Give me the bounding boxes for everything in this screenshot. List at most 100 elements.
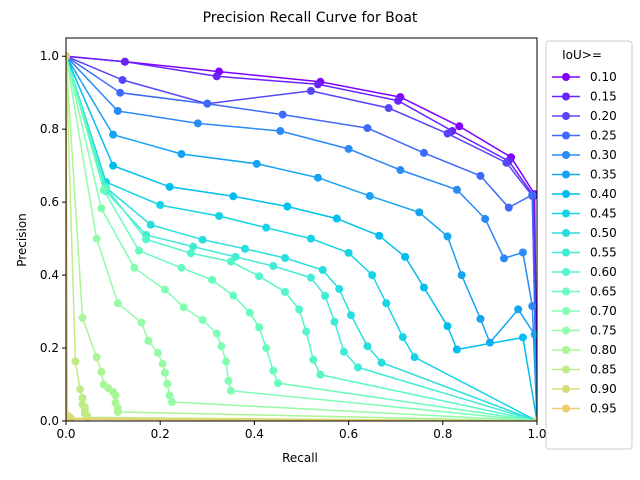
series-point-0.85: [83, 413, 92, 421]
legend-label-0.80: 0.80: [590, 343, 617, 357]
legend-marker-0.15: [562, 92, 570, 101]
series-point-0.35: [365, 191, 374, 200]
series-point-0.15: [394, 96, 403, 105]
series-point-0.70: [198, 315, 207, 324]
series-point-0.25: [476, 171, 485, 180]
series-point-0.75: [153, 348, 162, 357]
series-point-0.25: [278, 110, 287, 119]
legend-label-0.40: 0.40: [590, 187, 617, 201]
series-point-0.45: [398, 333, 407, 342]
series-point-0.50: [318, 265, 327, 274]
series-line-0.90: [66, 56, 537, 421]
legend-label-0.65: 0.65: [590, 285, 617, 299]
series-point-0.25: [363, 124, 372, 133]
series-point-0.45: [156, 201, 165, 210]
series-point-0.45: [368, 271, 377, 280]
series-line-0.35: [66, 55, 537, 421]
legend-marker-0.80: [562, 346, 570, 354]
series-point-0.55: [269, 261, 278, 270]
series-point-0.75: [113, 299, 122, 308]
series-point-0.45: [382, 299, 391, 308]
series-point-0.65: [245, 308, 254, 317]
plot-frame: [65, 37, 538, 422]
legend-label-0.70: 0.70: [590, 304, 617, 318]
series-line-0.30: [66, 55, 537, 421]
series-point-0.35: [109, 130, 118, 139]
series-point-0.30: [481, 214, 490, 223]
series-point-0.70: [179, 303, 188, 312]
series-point-0.25: [528, 190, 537, 199]
series-point-0.75: [167, 398, 176, 407]
series-point-0.80: [113, 407, 122, 416]
series-point-0.55: [306, 273, 315, 282]
legend-label-0.90: 0.90: [590, 382, 617, 396]
series-point-0.50: [363, 342, 372, 351]
legend-frame: [545, 40, 633, 450]
legend-label-0.25: 0.25: [590, 129, 617, 143]
series-point-0.55: [339, 347, 348, 356]
series-point-0.15: [120, 57, 129, 66]
series-point-0.75: [158, 359, 167, 368]
legend-marker-0.40: [562, 190, 570, 198]
series-line-0.95: [66, 56, 537, 421]
series-point-0.80: [78, 313, 87, 322]
series-point-0.65: [273, 379, 282, 388]
series-point-0.65: [177, 263, 186, 272]
legend-label-0.30: 0.30: [590, 148, 617, 162]
legend-label-0.75: 0.75: [590, 324, 617, 338]
series-point-0.30: [396, 166, 405, 175]
series-point-0.70: [97, 204, 106, 213]
series-point-0.25: [203, 99, 212, 108]
series-point-0.40: [109, 161, 118, 170]
series-point-0.45: [344, 248, 353, 257]
series-point-0.55: [330, 317, 339, 326]
series-point-0.20: [443, 129, 452, 138]
series-point-0.50: [281, 253, 290, 262]
x-tick-label: 0.2: [151, 427, 170, 441]
legend-marker-0.35: [562, 170, 570, 179]
series-point-0.35: [457, 271, 466, 280]
series-point-0.60: [142, 235, 151, 244]
series-point-0.70: [226, 386, 235, 395]
series-point-0.65: [135, 246, 144, 255]
series-point-0.65: [229, 291, 238, 300]
legend-label-0.45: 0.45: [590, 207, 617, 221]
series-point-0.30: [528, 302, 537, 311]
legend-marker-0.90: [562, 385, 570, 393]
series-point-0.15: [212, 72, 221, 81]
series-point-0.40: [452, 345, 461, 354]
x-tick-label: 0.6: [339, 427, 358, 441]
legend-title: IoU>=: [562, 48, 602, 62]
series-point-0.55: [321, 291, 330, 300]
x-tick-label: 0.4: [245, 427, 264, 441]
series-point-0.35: [252, 159, 261, 168]
series-point-0.60: [309, 355, 318, 364]
series-point-0.50: [377, 358, 386, 367]
legend-marker-0.65: [562, 287, 570, 296]
x-tick-label: 0.0: [56, 427, 75, 441]
legend-label-0.85: 0.85: [590, 363, 617, 377]
series-line-0.20: [66, 55, 537, 421]
series-point-0.20: [384, 104, 393, 113]
series-point-0.95: [533, 417, 537, 421]
series-point-0.30: [113, 106, 122, 115]
series-point-0.20: [306, 86, 315, 95]
series-point-0.40: [332, 214, 341, 223]
series-line-0.80: [66, 56, 537, 421]
series-line-0.40: [66, 55, 537, 421]
series-point-0.45: [306, 234, 315, 243]
series-point-0.30: [518, 248, 527, 257]
series-point-0.30: [193, 119, 202, 128]
series-point-0.75: [92, 234, 101, 243]
series-point-0.95: [66, 52, 70, 61]
series-point-0.60: [295, 305, 304, 314]
series-point-0.55: [354, 363, 363, 372]
legend-label-0.60: 0.60: [590, 265, 617, 279]
series-line-0.60: [66, 55, 537, 421]
series-point-0.60: [316, 370, 325, 379]
legend-marker-0.50: [562, 229, 570, 237]
series-point-0.30: [344, 144, 353, 153]
series-point-0.35: [313, 173, 322, 182]
series-point-0.55: [189, 242, 198, 251]
series-point-0.75: [137, 318, 146, 327]
